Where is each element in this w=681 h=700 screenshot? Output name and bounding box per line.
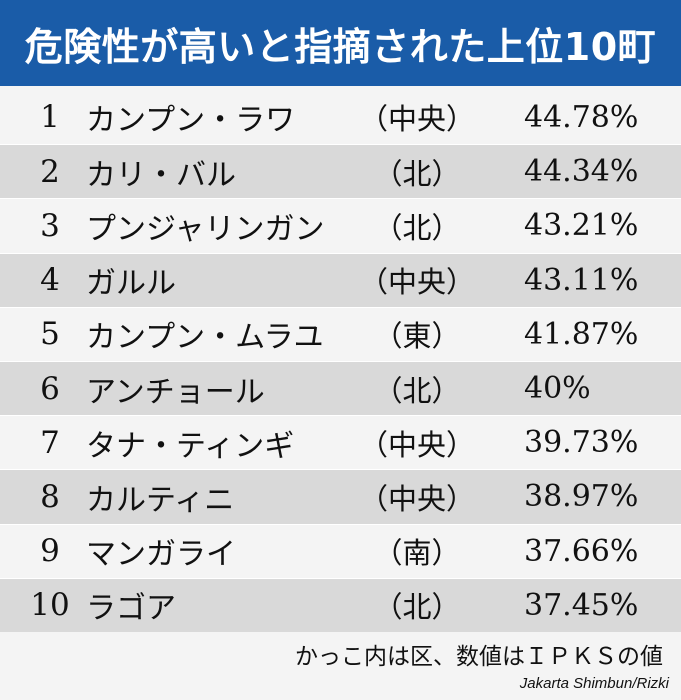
town-name-cell: カルティニ — [86, 482, 235, 518]
rank-cell: 6 — [40, 370, 60, 407]
table-row: 2 カリ・バル （北） 44.34% — [0, 144, 681, 199]
page-title: 危険性が高いと指摘された上位10町 — [0, 0, 681, 86]
district-cell: （北） — [373, 156, 461, 191]
town-name-cell: カリ・バル — [86, 157, 236, 193]
town-name-cell: ラゴア — [86, 591, 176, 627]
ipks-value-cell: 37.45% — [524, 587, 639, 623]
ipks-value-cell: 41.87% — [524, 316, 639, 352]
rank-cell: 8 — [40, 478, 60, 515]
district-cell: （中央） — [359, 481, 476, 516]
rank-cell: 7 — [40, 424, 60, 461]
town-name-cell: マンガライ — [86, 537, 236, 573]
table-row: 3 プンジャリンガン （北） 43.21% — [0, 198, 681, 253]
town-name-cell: カンプン・ムラユ — [86, 320, 324, 356]
district-cell: （中央） — [359, 427, 476, 462]
rank-cell: 5 — [40, 316, 60, 353]
rank-cell: 1 — [40, 99, 60, 136]
rank-cell: 4 — [40, 262, 60, 299]
town-name-cell: タナ・ティンギ — [86, 428, 295, 464]
table-row: 8 カルティニ （中央） 38.97% — [0, 469, 681, 524]
district-cell: （中央） — [359, 265, 476, 300]
table-row: 6 アンチョール （北） 40% — [0, 360, 681, 416]
town-name-cell: アンチョール — [86, 374, 265, 410]
table-row: 10 ラゴア （北） 37.45% — [0, 577, 681, 632]
photo-credit: Jakarta Shimbun/Rizki — [519, 675, 669, 692]
district-cell: （中央） — [359, 102, 476, 137]
district-cell: （東） — [373, 319, 461, 354]
town-name-cell: ガルル — [86, 266, 176, 302]
table-row: 5 カンプン・ムラユ （東） 41.87% — [0, 306, 681, 361]
rank-cell: 3 — [40, 207, 60, 244]
rank-cell: 9 — [40, 533, 60, 570]
table-row: 4 ガルル （中央） 43.11% — [0, 252, 681, 307]
district-cell: （北） — [373, 590, 461, 625]
ipks-value-cell: 44.78% — [524, 99, 639, 135]
ranking-table: 1 カンプン・ラワ （中央） 44.78% 2 カリ・バル （北） 44.34% 3 プンジャリン… — [0, 90, 681, 632]
ipks-value-cell: 38.97% — [524, 479, 639, 515]
table-row: 1 カンプン・ラワ （中央） 44.78% — [0, 90, 681, 145]
ipks-value-cell: 43.21% — [524, 208, 639, 244]
ipks-value-cell: 43.11% — [524, 262, 639, 298]
rank-cell: 2 — [40, 153, 60, 190]
ipks-value-cell: 39.73% — [524, 425, 639, 461]
district-cell: （北） — [373, 210, 461, 245]
rank-cell: 10 — [30, 587, 70, 624]
town-name-cell: プンジャリンガン — [86, 211, 325, 247]
table-row: 9 マンガライ （南） 37.66% — [0, 523, 681, 578]
district-cell: （南） — [373, 536, 461, 571]
town-name-cell: カンプン・ラワ — [86, 103, 296, 139]
table-row: 7 タナ・ティンギ （中央） 39.73% — [0, 415, 681, 470]
ipks-value-cell: 44.34% — [524, 154, 639, 190]
ipks-value-cell: 40% — [524, 371, 591, 407]
district-cell: （北） — [373, 373, 461, 408]
ipks-value-cell: 37.66% — [524, 533, 639, 569]
footnote: かっこ内は区、数値はＩＰＫＳの値 — [295, 644, 663, 670]
